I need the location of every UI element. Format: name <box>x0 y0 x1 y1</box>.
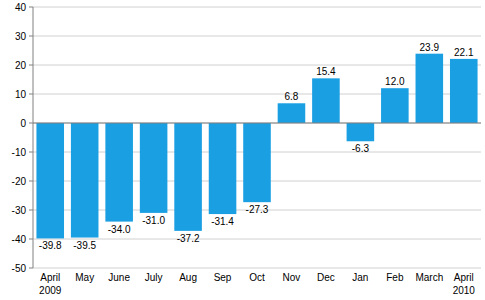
bars <box>36 54 477 239</box>
data-label: 23.9 <box>420 42 440 53</box>
category-label: March <box>415 272 443 283</box>
data-label: -34.0 <box>108 224 131 235</box>
tick-label: 10 <box>15 89 27 100</box>
bar <box>140 123 168 213</box>
data-label: -6.3 <box>352 143 370 154</box>
bar <box>105 123 133 222</box>
tick-label: -40 <box>12 234 27 245</box>
tick-label: 20 <box>15 60 27 71</box>
category-label: Aug <box>179 272 197 283</box>
grid-line <box>33 36 481 37</box>
grid-line <box>33 239 481 240</box>
tick-mark <box>29 239 33 240</box>
tick-label: -10 <box>12 147 27 158</box>
bar <box>347 123 375 141</box>
bar <box>278 103 306 123</box>
tick-mark <box>29 210 33 211</box>
tick-mark <box>29 65 33 66</box>
tick-label: 0 <box>20 118 26 129</box>
data-label: 12.0 <box>385 76 405 87</box>
category-label: April <box>454 272 474 283</box>
grid-line <box>33 268 481 269</box>
y-axis <box>33 7 34 268</box>
bar <box>243 123 271 202</box>
category-label: July <box>145 272 163 283</box>
grid-line <box>33 65 481 66</box>
bar <box>71 123 99 238</box>
bar <box>312 78 340 123</box>
data-label: -37.2 <box>177 233 200 244</box>
data-label: -39.5 <box>73 240 96 251</box>
tick-mark <box>29 181 33 182</box>
tick-mark <box>29 268 33 269</box>
data-label: -31.4 <box>211 216 234 227</box>
tick-label: -50 <box>12 263 27 274</box>
bar <box>174 123 202 231</box>
tick-label: 30 <box>15 31 27 42</box>
data-label: -27.3 <box>246 204 269 215</box>
data-label: 22.1 <box>454 47 474 58</box>
bar <box>450 59 478 123</box>
category-label: April <box>40 272 60 283</box>
tick-mark <box>29 94 33 95</box>
data-label: 15.4 <box>316 66 336 77</box>
category-label: Sep <box>214 272 232 283</box>
category-label: Feb <box>386 272 404 283</box>
grid-line <box>33 94 481 95</box>
tick-mark <box>29 152 33 153</box>
category-label: Nov <box>283 272 301 283</box>
bar <box>381 88 409 123</box>
tick-mark <box>29 36 33 37</box>
grid-line <box>33 7 481 8</box>
data-label: -31.0 <box>142 215 165 226</box>
category-label: June <box>108 272 130 283</box>
chart-container: -50-40-30-20-10010203040-39.8-39.5-34.0-… <box>0 0 485 300</box>
tick-label: 40 <box>15 2 27 13</box>
grid-line <box>33 123 481 124</box>
category-label: Oct <box>249 272 265 283</box>
tick-label: -30 <box>12 205 27 216</box>
year-label: 2009 <box>39 285 62 296</box>
tick-mark <box>29 123 33 124</box>
data-label: 6.8 <box>285 91 299 102</box>
bar <box>209 123 237 214</box>
tick-label: -20 <box>12 176 27 187</box>
data-label: -39.8 <box>39 240 62 251</box>
chart: -50-40-30-20-10010203040-39.8-39.5-34.0-… <box>0 0 485 300</box>
bar <box>416 54 444 123</box>
year-label: 2010 <box>453 285 476 296</box>
category-label: May <box>75 272 94 283</box>
zero-line <box>33 123 481 124</box>
category-label: Jan <box>352 272 368 283</box>
tick-mark <box>29 7 33 8</box>
category-label: Dec <box>317 272 335 283</box>
bar <box>36 123 64 238</box>
